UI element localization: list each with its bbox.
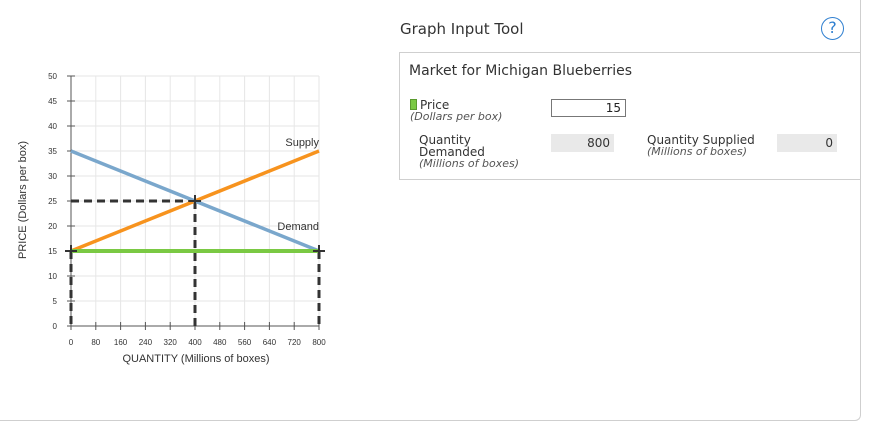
qs-unit: (Millions of boxes)	[647, 145, 748, 158]
price-label-group: Price (Dollars per box)	[410, 99, 502, 123]
quantity-demanded-value: 800	[551, 134, 614, 152]
qd-unit: (Millions of boxes)	[419, 157, 520, 170]
y-tick-label: 5	[53, 297, 58, 306]
y-tick-label: 20	[48, 222, 57, 231]
y-tick-label: 40	[48, 122, 57, 131]
price-input[interactable]	[551, 99, 626, 117]
y-tick-label: 0	[53, 322, 58, 331]
x-tick-label: 80	[91, 338, 100, 347]
qs-label-group: Quantity Supplied (Millions of boxes)	[647, 134, 755, 158]
x-tick-label: 240	[139, 338, 153, 347]
y-tick-label: 45	[48, 97, 57, 106]
demand-label: Demand	[277, 221, 319, 233]
x-tick-label: 320	[164, 338, 178, 347]
y-axis-label: PRICE (Dollars per box)	[17, 141, 29, 259]
x-tick-label: 160	[114, 338, 128, 347]
x-tick-label: 480	[213, 338, 227, 347]
y-tick-label: 25	[48, 197, 57, 206]
qd-label-group: Quantity Demanded (Millions of boxes)	[419, 134, 519, 170]
x-tick-label: 720	[288, 338, 302, 347]
qd-label-line1: Quantity	[419, 133, 471, 147]
price-swatch-icon	[410, 99, 417, 110]
supply-label: Supply	[285, 137, 319, 149]
y-tick-label: 50	[48, 72, 57, 81]
y-tick-label: 10	[48, 272, 57, 281]
guide-lines	[69, 199, 321, 326]
x-tick-label: 0	[69, 338, 74, 347]
x-axis-label: QUANTITY (Millions of boxes)	[122, 353, 269, 365]
point-markers	[65, 195, 325, 257]
x-tick-label: 800	[312, 338, 326, 347]
price-unit: (Dollars per box)	[410, 110, 503, 123]
tool-title: Market for Michigan Blueberries	[409, 63, 633, 79]
y-tick-label: 30	[48, 172, 57, 181]
help-button[interactable]: ?	[821, 17, 844, 40]
y-tick-label: 35	[48, 147, 57, 156]
price-label: Price	[420, 98, 450, 112]
quantity-supplied-value: 0	[777, 134, 837, 152]
x-tick-label: 640	[263, 338, 277, 347]
x-tick-label: 400	[188, 338, 202, 347]
tick-labels: 0 5 10 15 20 25 30 35 40 45 50 0 80 160 240 320 400 480 56…	[48, 72, 326, 347]
qd-label-line2: Demanded	[419, 145, 485, 159]
graph-input-tool: Market for Michigan Blueberries Price (D…	[399, 52, 861, 180]
panel-title: Graph Input Tool	[400, 20, 524, 38]
qs-label: Quantity Supplied	[647, 133, 755, 147]
x-tick-label: 560	[238, 338, 252, 347]
y-tick-label: 15	[48, 247, 57, 256]
tool-frame	[0, 0, 861, 421]
